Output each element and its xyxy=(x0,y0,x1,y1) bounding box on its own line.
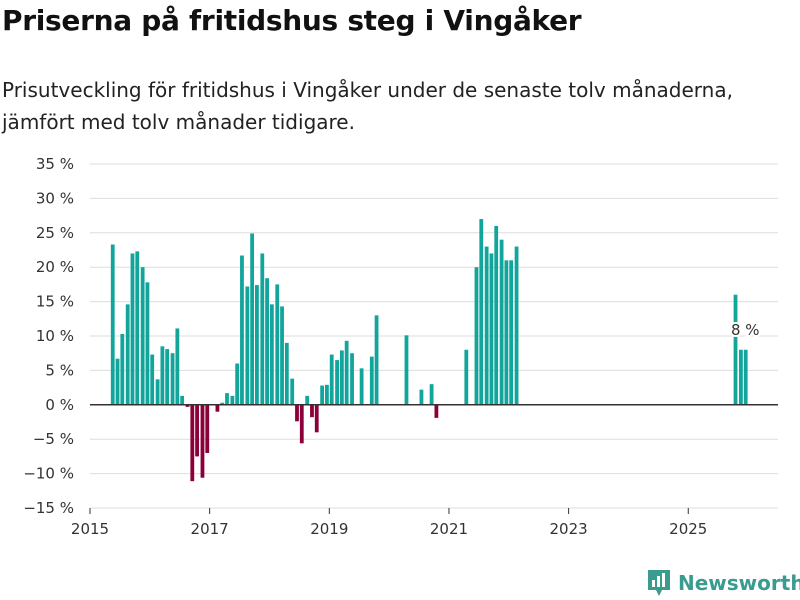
bar xyxy=(494,225,499,405)
bar xyxy=(474,267,479,405)
gridlines xyxy=(90,163,778,509)
bar xyxy=(190,404,195,482)
bar xyxy=(275,284,280,405)
x-tick-label: 2025 xyxy=(669,520,707,538)
bar xyxy=(180,395,185,405)
bar xyxy=(299,404,304,444)
chart-title: Priserna på fritidshus steg i Vingåker xyxy=(2,4,582,37)
chart-subtitle: Prisutveckling för fritidshus i Vingåker… xyxy=(2,78,733,134)
x-tick-label: 2021 xyxy=(430,520,468,538)
x-axis: 2015 2017 2019 2021 2023 2025 xyxy=(71,508,707,538)
bar xyxy=(255,285,259,405)
bar xyxy=(185,404,190,407)
bar xyxy=(419,389,424,405)
bar xyxy=(110,244,115,405)
x-tick-label: 2015 xyxy=(71,520,109,538)
bar xyxy=(295,404,299,422)
bar xyxy=(489,253,494,405)
bar xyxy=(225,393,229,405)
y-tick-label: 25 % xyxy=(36,224,74,242)
bar xyxy=(329,354,334,405)
bar xyxy=(374,315,379,405)
annotation-label: 8 % xyxy=(731,321,760,339)
bar xyxy=(429,384,434,405)
bar-chart: −15 % −10 % −5 % 0 % 5 % 10 % 15 % 20 % 25 % 30 %… xyxy=(23,155,778,538)
bar xyxy=(245,286,250,405)
bar xyxy=(120,333,125,405)
y-tick-label: 35 % xyxy=(36,155,74,173)
bar xyxy=(359,368,364,405)
bar xyxy=(325,384,329,405)
brand-name: Newsworthy xyxy=(678,571,800,595)
bar xyxy=(344,340,349,405)
bar xyxy=(235,363,240,405)
y-tick-label: 10 % xyxy=(36,327,74,345)
y-tick-label: −15 % xyxy=(23,499,74,517)
bar xyxy=(514,246,519,405)
bar xyxy=(175,328,180,405)
bar xyxy=(115,358,120,405)
x-tick-label: 2017 xyxy=(191,520,229,538)
bar xyxy=(195,404,199,457)
bar xyxy=(125,304,130,405)
bar xyxy=(305,395,310,405)
bar xyxy=(220,402,225,405)
bar xyxy=(739,349,743,405)
bar xyxy=(205,404,210,453)
bar xyxy=(499,239,504,405)
bar xyxy=(284,342,289,405)
y-tick-label: −5 % xyxy=(33,430,74,448)
bar xyxy=(743,349,748,405)
y-tick-label: −10 % xyxy=(23,465,74,483)
bar xyxy=(165,349,170,405)
y-tick-label: 15 % xyxy=(36,293,74,311)
bar xyxy=(339,350,344,405)
x-tick-label: 2023 xyxy=(550,520,588,538)
bar xyxy=(130,253,135,405)
bar xyxy=(479,219,484,405)
bar xyxy=(280,306,284,405)
bar xyxy=(310,404,314,418)
bar xyxy=(160,346,165,405)
y-tick-label: 30 % xyxy=(36,189,74,207)
bar xyxy=(350,353,354,405)
bar xyxy=(265,278,269,405)
bar xyxy=(260,253,265,405)
newsworthy-icon xyxy=(648,570,670,596)
bar xyxy=(320,385,325,405)
bars xyxy=(110,219,748,482)
bar xyxy=(434,404,439,418)
brand-logo: Newsworthy xyxy=(646,568,800,598)
bar xyxy=(464,349,469,405)
bar xyxy=(170,353,175,405)
bar xyxy=(314,404,319,433)
bar xyxy=(509,260,514,405)
bar xyxy=(335,360,339,405)
x-tick-label: 2019 xyxy=(310,520,348,538)
bar xyxy=(733,294,738,405)
bar xyxy=(404,335,409,405)
bar xyxy=(155,379,160,405)
bar xyxy=(150,354,155,405)
bar xyxy=(250,233,255,405)
bar xyxy=(269,304,274,405)
bar xyxy=(230,395,235,405)
bar xyxy=(200,404,205,478)
bar xyxy=(504,260,509,405)
bar xyxy=(135,251,140,405)
y-tick-label: 20 % xyxy=(36,258,74,276)
annotations: 8 % xyxy=(729,319,762,341)
bar xyxy=(145,282,150,405)
bar xyxy=(215,404,220,412)
y-tick-label: 5 % xyxy=(45,361,74,379)
bar xyxy=(484,246,489,405)
bar xyxy=(140,267,145,405)
bar xyxy=(290,378,295,405)
bar xyxy=(240,255,244,405)
bar xyxy=(369,356,374,405)
y-axis-labels: −15 % −10 % −5 % 0 % 5 % 10 % 15 % 20 % 25 % 30 %… xyxy=(23,155,74,517)
y-tick-label: 0 % xyxy=(45,396,74,414)
